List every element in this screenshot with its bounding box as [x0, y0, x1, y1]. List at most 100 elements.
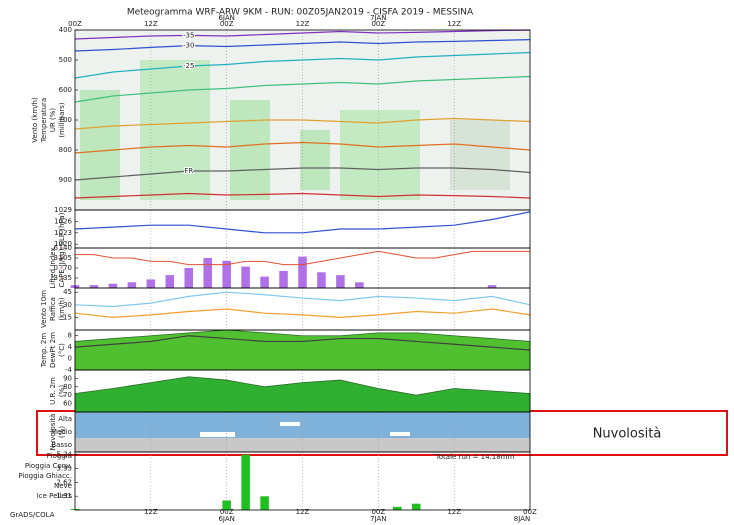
y-tick-label: 35	[63, 274, 72, 282]
series-line	[74, 29, 531, 40]
axis-label: Nuvolosità	[49, 414, 57, 451]
y-tick-label: 500	[59, 56, 72, 64]
bar	[165, 275, 175, 288]
legend-entry: Pioggia Ghiacc.	[18, 472, 72, 480]
y-tick-label: 70	[63, 391, 72, 399]
chart-title: Meteogramma WRF-ARW 9KM - RUN: 00Z05JAN2…	[127, 8, 474, 18]
bar	[487, 285, 497, 288]
axis-label: (millibars)	[58, 102, 66, 138]
bar	[279, 270, 288, 288]
y-tick-label: 1026	[54, 217, 72, 225]
bar	[203, 258, 212, 288]
axis-label: U.R. 2m	[49, 377, 57, 405]
legend-entry: Neve	[54, 482, 72, 490]
annotation: Nuvolosità	[593, 427, 662, 442]
y-tick-label: 80	[63, 383, 72, 391]
bar	[411, 503, 421, 510]
bar	[336, 275, 345, 288]
axis-label: Raffica	[49, 297, 57, 321]
bar	[108, 283, 118, 288]
bar	[127, 282, 137, 288]
panel-frame	[74, 451, 531, 511]
y-tick-label: 3.93	[56, 465, 72, 473]
y2-tick-label: 3	[54, 254, 58, 262]
y-tick-label: 90	[63, 374, 72, 382]
y2-tick-label: -3	[51, 274, 58, 282]
bottom-time-label: 12Z	[296, 508, 310, 516]
axis-label: Vento 10m	[40, 290, 48, 328]
top-time-label: 00Z	[220, 20, 234, 28]
axis-label: Temperatura	[40, 98, 48, 143]
axis-label: Temp. 2m	[40, 333, 48, 369]
humidity-patch	[450, 120, 510, 190]
y-tick-label: 60	[63, 400, 72, 408]
cloud-level-label: Alta	[58, 415, 72, 423]
axis-label: (km/h)	[58, 297, 66, 320]
cloud-gap	[200, 432, 235, 437]
bar	[260, 276, 269, 288]
series-line	[74, 291, 531, 308]
bar	[241, 266, 250, 288]
contour-label: -30	[183, 42, 194, 50]
top-date-label: 6JAN	[218, 14, 234, 22]
bar	[241, 454, 250, 510]
series-area	[74, 329, 531, 371]
y-tick-label: 600	[59, 86, 72, 94]
y-tick-label: 1.31	[56, 492, 72, 500]
cloud-level-label: Medio	[51, 428, 72, 436]
y-tick-label: 30	[63, 301, 72, 309]
legend-entry: Pioggia	[47, 452, 72, 460]
bar	[355, 282, 364, 288]
cloud-level-label: Basso	[51, 441, 72, 449]
legend-entry: Ice Pellets	[37, 492, 73, 500]
axis-label: CAPE (J/kg)	[58, 248, 66, 287]
bar	[298, 256, 307, 288]
bottom-time-label: 00Z	[220, 508, 234, 516]
y2-tick-label: 0	[54, 264, 58, 272]
y2-tick-label: 6	[54, 244, 59, 252]
bar	[146, 279, 156, 288]
y-tick-label: 1029	[54, 206, 72, 214]
series-line	[74, 51, 531, 79]
bar	[317, 272, 326, 288]
y-tick-label: 70	[63, 264, 72, 272]
axis-label: SLP (hPa)	[58, 212, 66, 245]
top-time-label: 12Z	[144, 20, 158, 28]
series-line	[75, 250, 530, 266]
contour-label: -35	[183, 31, 194, 39]
y-tick-label: 900	[59, 176, 72, 184]
total-label: Totale run = 14.18mm	[435, 453, 515, 461]
axis-label: (%)	[58, 385, 66, 397]
bottom-time-label: 12Z	[447, 508, 461, 516]
bottom-date-label: 8JAN	[514, 515, 530, 523]
y-tick-label: 1020	[54, 240, 72, 248]
series-line	[74, 167, 531, 181]
cloud-gap	[390, 432, 410, 436]
y-tick-label: 45	[63, 288, 72, 296]
series-line	[74, 211, 531, 234]
contour-label: FR	[184, 167, 193, 175]
humidity-patch	[140, 60, 210, 200]
contour-label: -25	[183, 62, 194, 70]
top-time-label: 00Z	[68, 20, 82, 28]
series-line	[74, 192, 531, 199]
series-line	[74, 335, 531, 351]
bottom-time-label: 12Z	[144, 508, 158, 516]
y-tick-label: 5.24	[56, 451, 72, 459]
y-tick-label: 1023	[54, 229, 72, 237]
axis-label: UR (%)	[49, 108, 57, 133]
axis-label: Lifted Index	[49, 247, 57, 288]
y-tick-label: 400	[59, 26, 72, 34]
axis-label: DewPt 2m	[49, 332, 57, 368]
y-tick-label: 8	[68, 332, 72, 340]
cloud-gap	[280, 422, 300, 426]
bar	[222, 500, 231, 510]
axis-label: (°C)	[58, 343, 66, 357]
humidity-patch	[80, 90, 120, 200]
top-time-label: 12Z	[296, 20, 310, 28]
humidity-patch	[230, 100, 270, 200]
bottom-time-label: 00Z	[523, 508, 537, 516]
axis-label: (%)	[58, 426, 66, 438]
y-tick-label: 140	[59, 244, 72, 252]
